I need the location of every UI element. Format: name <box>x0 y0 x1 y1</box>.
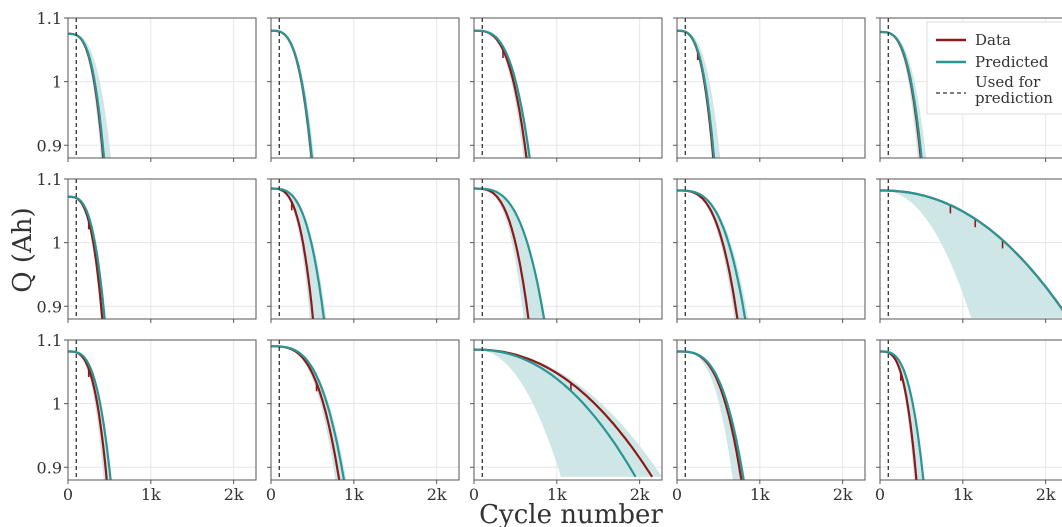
panel-frame <box>676 178 866 320</box>
panel-7 <box>267 178 460 323</box>
predicted-series-line <box>271 187 326 319</box>
panel-12 <box>267 339 460 484</box>
panel-frame <box>879 17 1062 159</box>
plot-area <box>271 340 459 480</box>
plot-area <box>271 179 459 319</box>
x-tick-label: 2k <box>833 485 853 504</box>
x-tick-label: 1k <box>547 485 567 504</box>
prediction-band <box>677 190 749 319</box>
x-tick-label: 0 <box>672 485 682 504</box>
panel-frame <box>67 339 257 481</box>
x-tick-label: 1k <box>953 485 973 504</box>
panel-frame <box>676 17 866 159</box>
predicted-series-line <box>474 348 637 478</box>
x-tick-label: 0 <box>266 485 276 504</box>
legend-used-label: Used for prediction <box>975 73 1053 107</box>
panel-frame <box>67 178 257 320</box>
y-tick-label: 1.1 <box>37 331 62 350</box>
y-tick-label: 0.9 <box>37 297 62 316</box>
x-tick-label: 2k <box>224 485 244 504</box>
x-tick-label: 0 <box>875 485 885 504</box>
y-tick-label: 0.9 <box>37 136 62 155</box>
y-axis-label: Q (Ah) <box>8 207 38 292</box>
x-tick-label: 0 <box>469 485 479 504</box>
prediction-band <box>271 188 327 319</box>
y-tick-label: 1 <box>52 395 62 414</box>
x-tick-label: 2k <box>1036 485 1056 504</box>
y-tick-label: 1 <box>52 234 62 253</box>
predicted-series-line <box>880 350 925 480</box>
panel-frame <box>879 178 1062 320</box>
y-tick-label: 1.1 <box>37 9 62 28</box>
plot-area <box>474 18 662 158</box>
panel-frame <box>473 17 663 159</box>
y-tick-label: 0.9 <box>37 458 62 477</box>
y-tick-label: 1.1 <box>37 170 62 189</box>
x-tick-label: 1k <box>750 485 770 504</box>
predicted-series-line <box>68 195 106 319</box>
panel-frame <box>473 178 663 320</box>
x-tick-label: 2k <box>427 485 447 504</box>
prediction-band <box>880 32 927 158</box>
panel-frame <box>270 339 460 481</box>
prediction-band <box>880 190 1062 318</box>
legend-data-label: Data <box>975 31 1011 49</box>
predicted-series-line <box>474 187 546 319</box>
x-tick-label: 2k <box>630 485 650 504</box>
predicted-series-line <box>677 189 747 319</box>
predicted-series-line <box>677 29 716 158</box>
y-tick-labels: 1.1 1 0.9 1.1 1 0.9 1.1 1 0.9 <box>37 9 62 477</box>
x-tick-label: 0 <box>63 485 73 504</box>
predicted-series-line <box>474 29 531 158</box>
panel-6 <box>64 178 257 323</box>
prediction-band <box>474 188 546 319</box>
predicted-series-line <box>271 345 346 480</box>
panel-11 <box>64 339 257 484</box>
panel-4 <box>673 17 866 162</box>
y-tick-label: 1 <box>52 73 62 92</box>
predicted-series-line <box>880 189 1062 311</box>
predicted-series-line <box>68 32 106 158</box>
predicted-series-line <box>68 350 112 480</box>
panel-frame <box>270 178 460 320</box>
panel-14 <box>673 339 866 484</box>
panel-9 <box>673 178 866 323</box>
panel-3 <box>470 17 663 162</box>
panel-8 <box>470 178 663 323</box>
panel-15 <box>876 339 1062 484</box>
panel-frame <box>879 339 1062 481</box>
panel-grid <box>64 17 1062 484</box>
panel-frame <box>270 17 460 159</box>
x-axis-label: Cycle number <box>479 500 663 527</box>
predicted-series-line <box>677 350 745 480</box>
plot-area <box>271 18 459 158</box>
x-tick-label: 1k <box>344 485 364 504</box>
prediction-band <box>271 346 347 480</box>
legend-predicted-label: Predicted <box>975 53 1049 71</box>
x-tick-labels: 0 1k 2k 0 1k 2k 0 1k 2k 0 1k 2k 0 1k 2k <box>63 485 1056 504</box>
predicted-series-line <box>271 29 314 158</box>
legend-box <box>926 21 1062 115</box>
legend: Data Predicted Used for prediction <box>926 21 1062 115</box>
panel-2 <box>267 17 460 162</box>
panel-13 <box>470 339 663 484</box>
panel-frame <box>67 17 257 159</box>
panel-frame <box>473 339 663 481</box>
predicted-series-line <box>880 30 923 158</box>
panel-10 <box>876 178 1062 323</box>
x-tick-label: 1k <box>141 485 161 504</box>
panel-1 <box>64 17 257 162</box>
panel-frame <box>676 339 866 481</box>
prediction-band <box>677 351 746 480</box>
